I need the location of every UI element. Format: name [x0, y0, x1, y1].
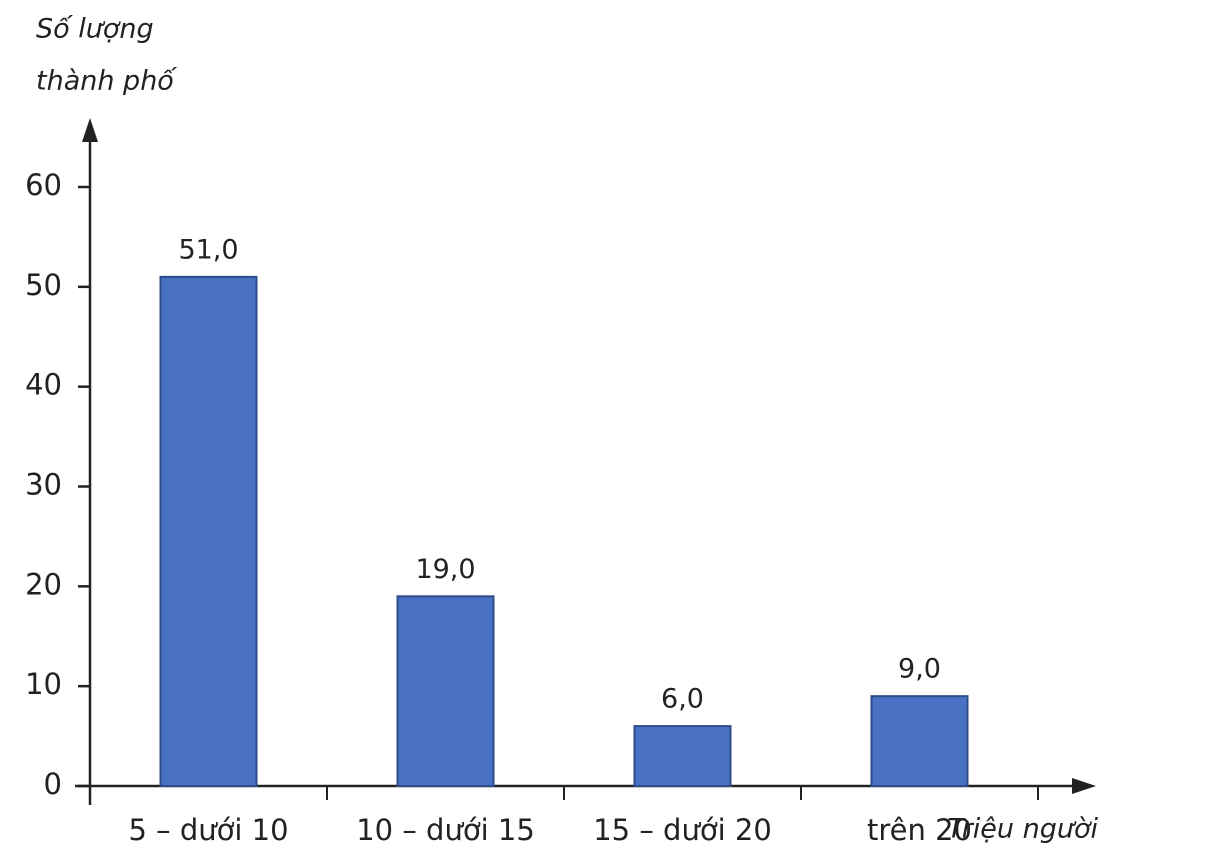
value-label: 51,0 [178, 234, 238, 265]
x-tick-label: 15 – dưới 20 [593, 813, 772, 847]
y-tick-label: 10 [25, 667, 62, 701]
chart: Số lượng thành phố Triệu người 010203040… [0, 0, 1212, 855]
x-tick-label: 10 – dưới 15 [356, 813, 535, 847]
y-tick-label: 20 [25, 567, 62, 601]
y-axis-label: Số lượng [36, 14, 154, 45]
bar [398, 596, 494, 786]
y-tick-label: 50 [25, 268, 62, 302]
x-tick-label: trên 20 [867, 813, 972, 847]
value-label: 6,0 [661, 684, 704, 715]
x-tick-label: 5 – dưới 10 [128, 813, 288, 847]
x-axis-arrow [1072, 778, 1096, 794]
y-tick-label: 40 [25, 368, 62, 402]
bar [872, 696, 968, 786]
value-label: 19,0 [415, 554, 475, 585]
y-axis-arrow [82, 118, 98, 142]
y-tick-label: 30 [25, 468, 62, 502]
bar [161, 277, 257, 786]
y-tick-label: 60 [25, 168, 62, 202]
y-tick-label: 0 [44, 767, 62, 801]
value-label: 9,0 [898, 654, 941, 685]
y-axis-label: thành phố [36, 66, 177, 97]
bar [635, 726, 731, 786]
